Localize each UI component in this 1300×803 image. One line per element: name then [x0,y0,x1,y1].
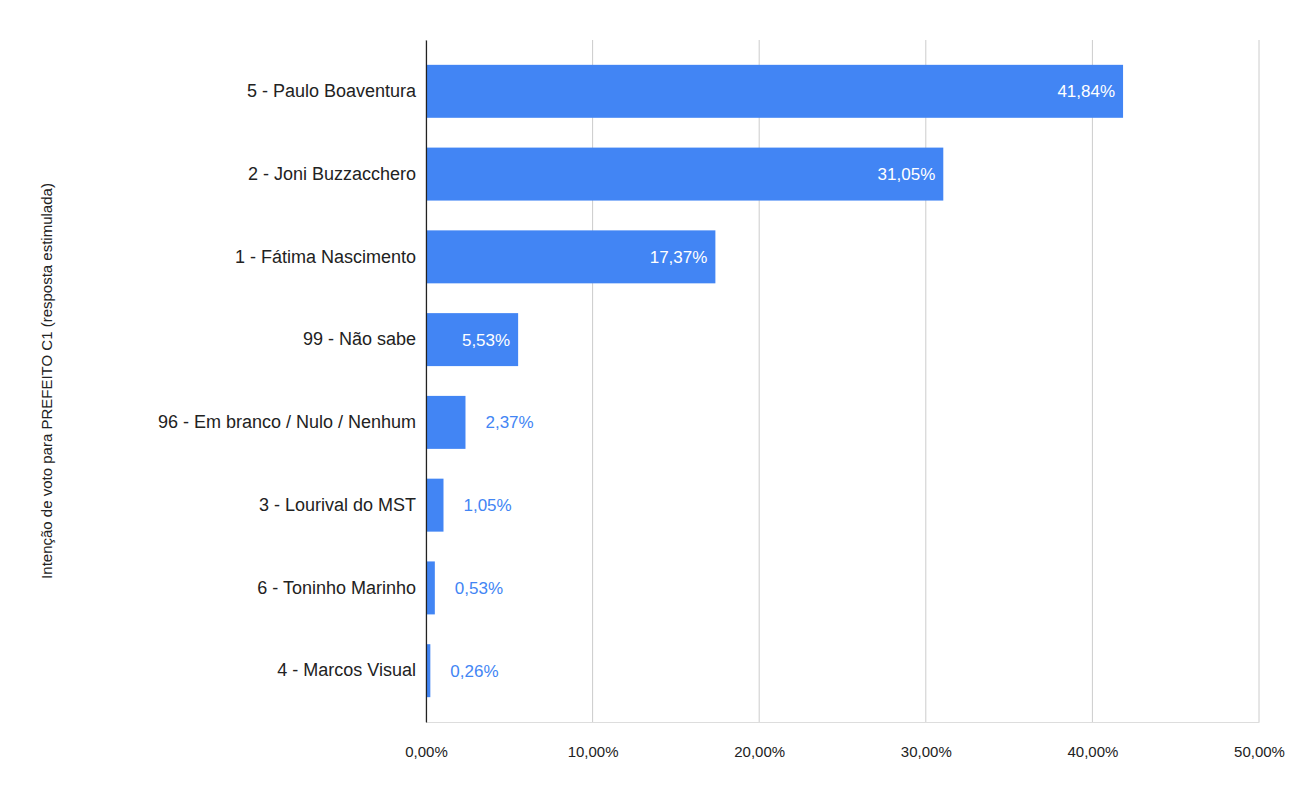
x-tick: 50,00% [1234,722,1285,760]
data-label: 0,53% [455,579,503,598]
category-label: 96 - Em branco / Nulo / Nenhum [158,412,416,432]
x-axis: 0,00% 10,00% 20,00% 30,00% 40,00% 50,00% [405,722,1285,760]
grid-line [1259,40,1260,722]
category-label: 6 - Toninho Marinho [257,578,416,598]
y-tick: 3 - Lourival do MST [259,495,426,515]
y-axis-title: Intenção de voto para PREFEITO C1 (respo… [38,183,55,579]
bar [426,313,518,366]
bar [426,230,715,283]
bar [426,561,435,614]
bars [426,65,1123,697]
data-label: 0,26% [450,662,498,681]
x-tick-label: 20,00% [734,743,785,760]
data-label: 31,05% [878,165,936,184]
category-label: 99 - Não sabe [303,329,416,349]
x-tick: 0,00% [405,722,448,760]
x-tick-label: 0,00% [405,743,448,760]
x-axis-line [427,722,1260,723]
data-labels: 41,84% 31,05% 17,37% 5,53% 2,37% 1,05% 0,53% 0,… [450,82,1115,680]
plot: 0,00% 10,00% 20,00% 30,00% 40,00% 50,00% 5 - P… [158,40,1285,760]
x-tick: 10,00% [568,722,619,760]
grid [426,40,1259,722]
y-tick: 99 - Não sabe [303,329,426,349]
category-label: 3 - Lourival do MST [259,495,416,515]
y-tick: 5 - Paulo Boaventura [247,81,426,101]
grid-line [759,40,760,722]
bar [426,148,943,201]
x-tick: 40,00% [1067,722,1118,760]
y-tick: 6 - Toninho Marinho [257,578,426,598]
data-label: 41,84% [1057,82,1115,101]
bar [426,479,443,532]
grid-line [426,40,427,722]
y-tick: 96 - Em branco / Nulo / Nenhum [158,412,426,432]
category-label: 4 - Marcos Visual [277,660,416,680]
y-tick: 4 - Marcos Visual [277,660,426,680]
y-tick: 1 - Fátima Nascimento [235,247,426,267]
x-tick: 20,00% [734,722,785,760]
x-tick-label: 40,00% [1067,743,1118,760]
category-label: 1 - Fátima Nascimento [235,247,416,267]
y-axis-line [426,41,427,723]
data-label: 1,05% [463,496,511,515]
x-tick-label: 30,00% [901,743,952,760]
x-tick: 30,00% [901,722,952,760]
bar [426,65,1123,118]
bar [426,396,465,449]
y-tick: 2 - Joni Buzzacchero [248,164,426,184]
x-tick-label: 10,00% [568,743,619,760]
data-label: 5,53% [462,331,510,350]
data-label: 2,37% [485,413,533,432]
data-label: 17,37% [650,248,708,267]
grid-line [1092,40,1093,722]
chart: 0,00% 10,00% 20,00% 30,00% 40,00% 50,00% 5 - P… [0,0,1300,803]
category-label: 2 - Joni Buzzacchero [248,164,416,184]
x-tick-label: 50,00% [1234,743,1285,760]
grid-line [925,40,926,722]
y-axis: 5 - Paulo Boaventura 2 - Joni Buzzacchero… [158,41,427,723]
grid-line [592,40,593,722]
category-label: 5 - Paulo Boaventura [247,81,417,101]
